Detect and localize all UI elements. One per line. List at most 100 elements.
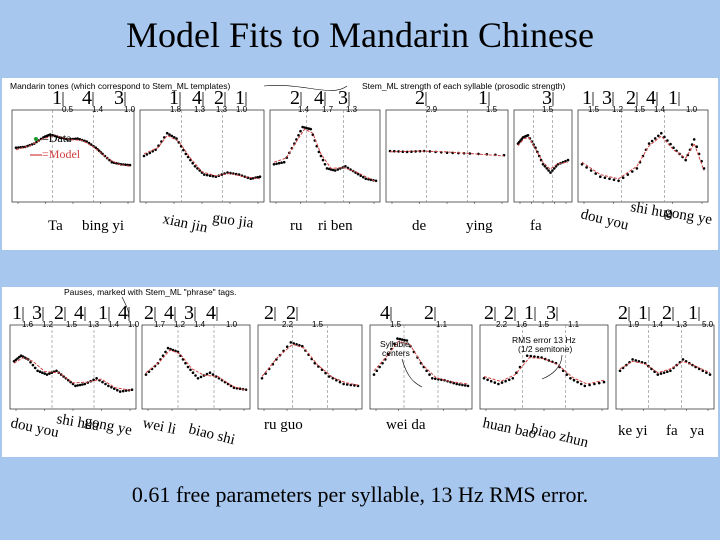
strength-note: Stem_ML strength of each syllable (proso… [362, 81, 565, 91]
strength-label: 1.4 [298, 105, 310, 114]
data-point [482, 377, 486, 380]
data-point [145, 153, 149, 156]
data-point [251, 177, 255, 180]
data-point [653, 137, 657, 140]
data-point [583, 384, 587, 388]
data-point [697, 367, 701, 371]
tone-label: 2 [144, 302, 154, 324]
pinyin-label: ying [466, 218, 493, 234]
plot-frame [139, 109, 265, 203]
data-point [599, 175, 602, 178]
model-curve [517, 136, 569, 170]
data-point [626, 173, 630, 176]
data-point [275, 162, 278, 166]
data-point [692, 138, 696, 141]
data-point [602, 380, 606, 384]
data-point [83, 382, 87, 386]
data-point [43, 372, 46, 375]
plot-frame [615, 324, 715, 410]
data-point [256, 175, 259, 179]
pinyin-label: fa [530, 218, 542, 234]
data-point [144, 373, 148, 376]
tone-label: 3 [542, 87, 552, 109]
data-point [561, 369, 565, 373]
data-point [161, 354, 165, 357]
data-point [208, 174, 212, 177]
tone-label: 2 [484, 302, 494, 324]
data-point [64, 137, 68, 141]
data-point [196, 167, 199, 170]
data-point [393, 342, 396, 346]
annotation-arrow [541, 354, 563, 380]
bottom-figure: 1 3 2 4 1 4 2 4 3 4 2 2 4 2 2 2 1 3 2 1 2 1 1.6 1.2 1.5 1.3 1.4 1.0… [2, 287, 718, 457]
tone-label: 1 [582, 87, 592, 109]
data-point [580, 163, 584, 166]
data-point [160, 140, 163, 143]
data-point [431, 377, 434, 380]
strength-label: 2.2 [496, 320, 508, 329]
data-point [425, 369, 428, 373]
data-point [196, 377, 200, 380]
data-point [344, 165, 347, 168]
tone-label: 4 [74, 302, 84, 324]
tone-label: 4 [206, 302, 216, 324]
tone-label: 1 [12, 302, 22, 324]
data-point [110, 160, 114, 164]
data-point [468, 152, 472, 155]
data-point [282, 160, 286, 164]
data-point [466, 384, 470, 388]
tone-label: 2 [662, 302, 672, 324]
tone-label: 4 [646, 87, 656, 109]
data-point [205, 372, 209, 376]
data-point [313, 361, 317, 365]
tone-label: 3 [184, 302, 194, 324]
strength-label: 1.8 [170, 105, 182, 114]
data-point [148, 151, 152, 155]
data-point [452, 381, 456, 385]
pinyin-label: bing yi [82, 218, 124, 234]
model-curve [273, 128, 377, 183]
plot-frame [141, 324, 251, 410]
tone-label: 2 [54, 302, 64, 324]
data-point [403, 338, 406, 342]
data-point [198, 169, 201, 172]
data-point [101, 380, 104, 384]
model-curve [145, 349, 247, 391]
data-point [585, 166, 588, 169]
data-point [33, 366, 37, 370]
data-point [203, 173, 206, 176]
strength-label: 1.5 [634, 105, 646, 114]
data-point [331, 377, 335, 380]
pinyin-label: dou you [579, 206, 631, 233]
syllable-note: Syllable [380, 339, 410, 349]
data-point [589, 169, 593, 172]
data-point [272, 163, 276, 166]
tone-label: 1 [169, 87, 179, 109]
data-point [74, 384, 77, 388]
data-point [78, 383, 82, 387]
strength-label: 1.4 [654, 105, 666, 114]
data-point [463, 384, 467, 387]
legend-data-marker [34, 137, 38, 141]
data-point [327, 167, 331, 171]
data-point [189, 368, 192, 372]
data-point [151, 150, 154, 153]
strength-label: 1.5 [390, 320, 402, 329]
tone-label: 2 [415, 87, 425, 109]
rms-note: RMS error 13 Hz [512, 335, 576, 345]
data-point [564, 159, 567, 163]
data-point [349, 168, 352, 171]
model-curve [483, 356, 605, 385]
tone-label: 2 [286, 302, 296, 324]
strength-label: 1.7 [154, 320, 166, 329]
data-point [16, 357, 19, 360]
strength-label: 1.5 [538, 320, 550, 329]
data-point [684, 158, 687, 162]
tone-label: 3 [114, 87, 124, 109]
pinyin-label: Ta [48, 218, 63, 234]
strength-label: 1.5 [312, 320, 324, 329]
data-point [666, 139, 669, 142]
data-point [301, 344, 304, 348]
data-point [110, 386, 113, 389]
data-point [461, 383, 464, 387]
